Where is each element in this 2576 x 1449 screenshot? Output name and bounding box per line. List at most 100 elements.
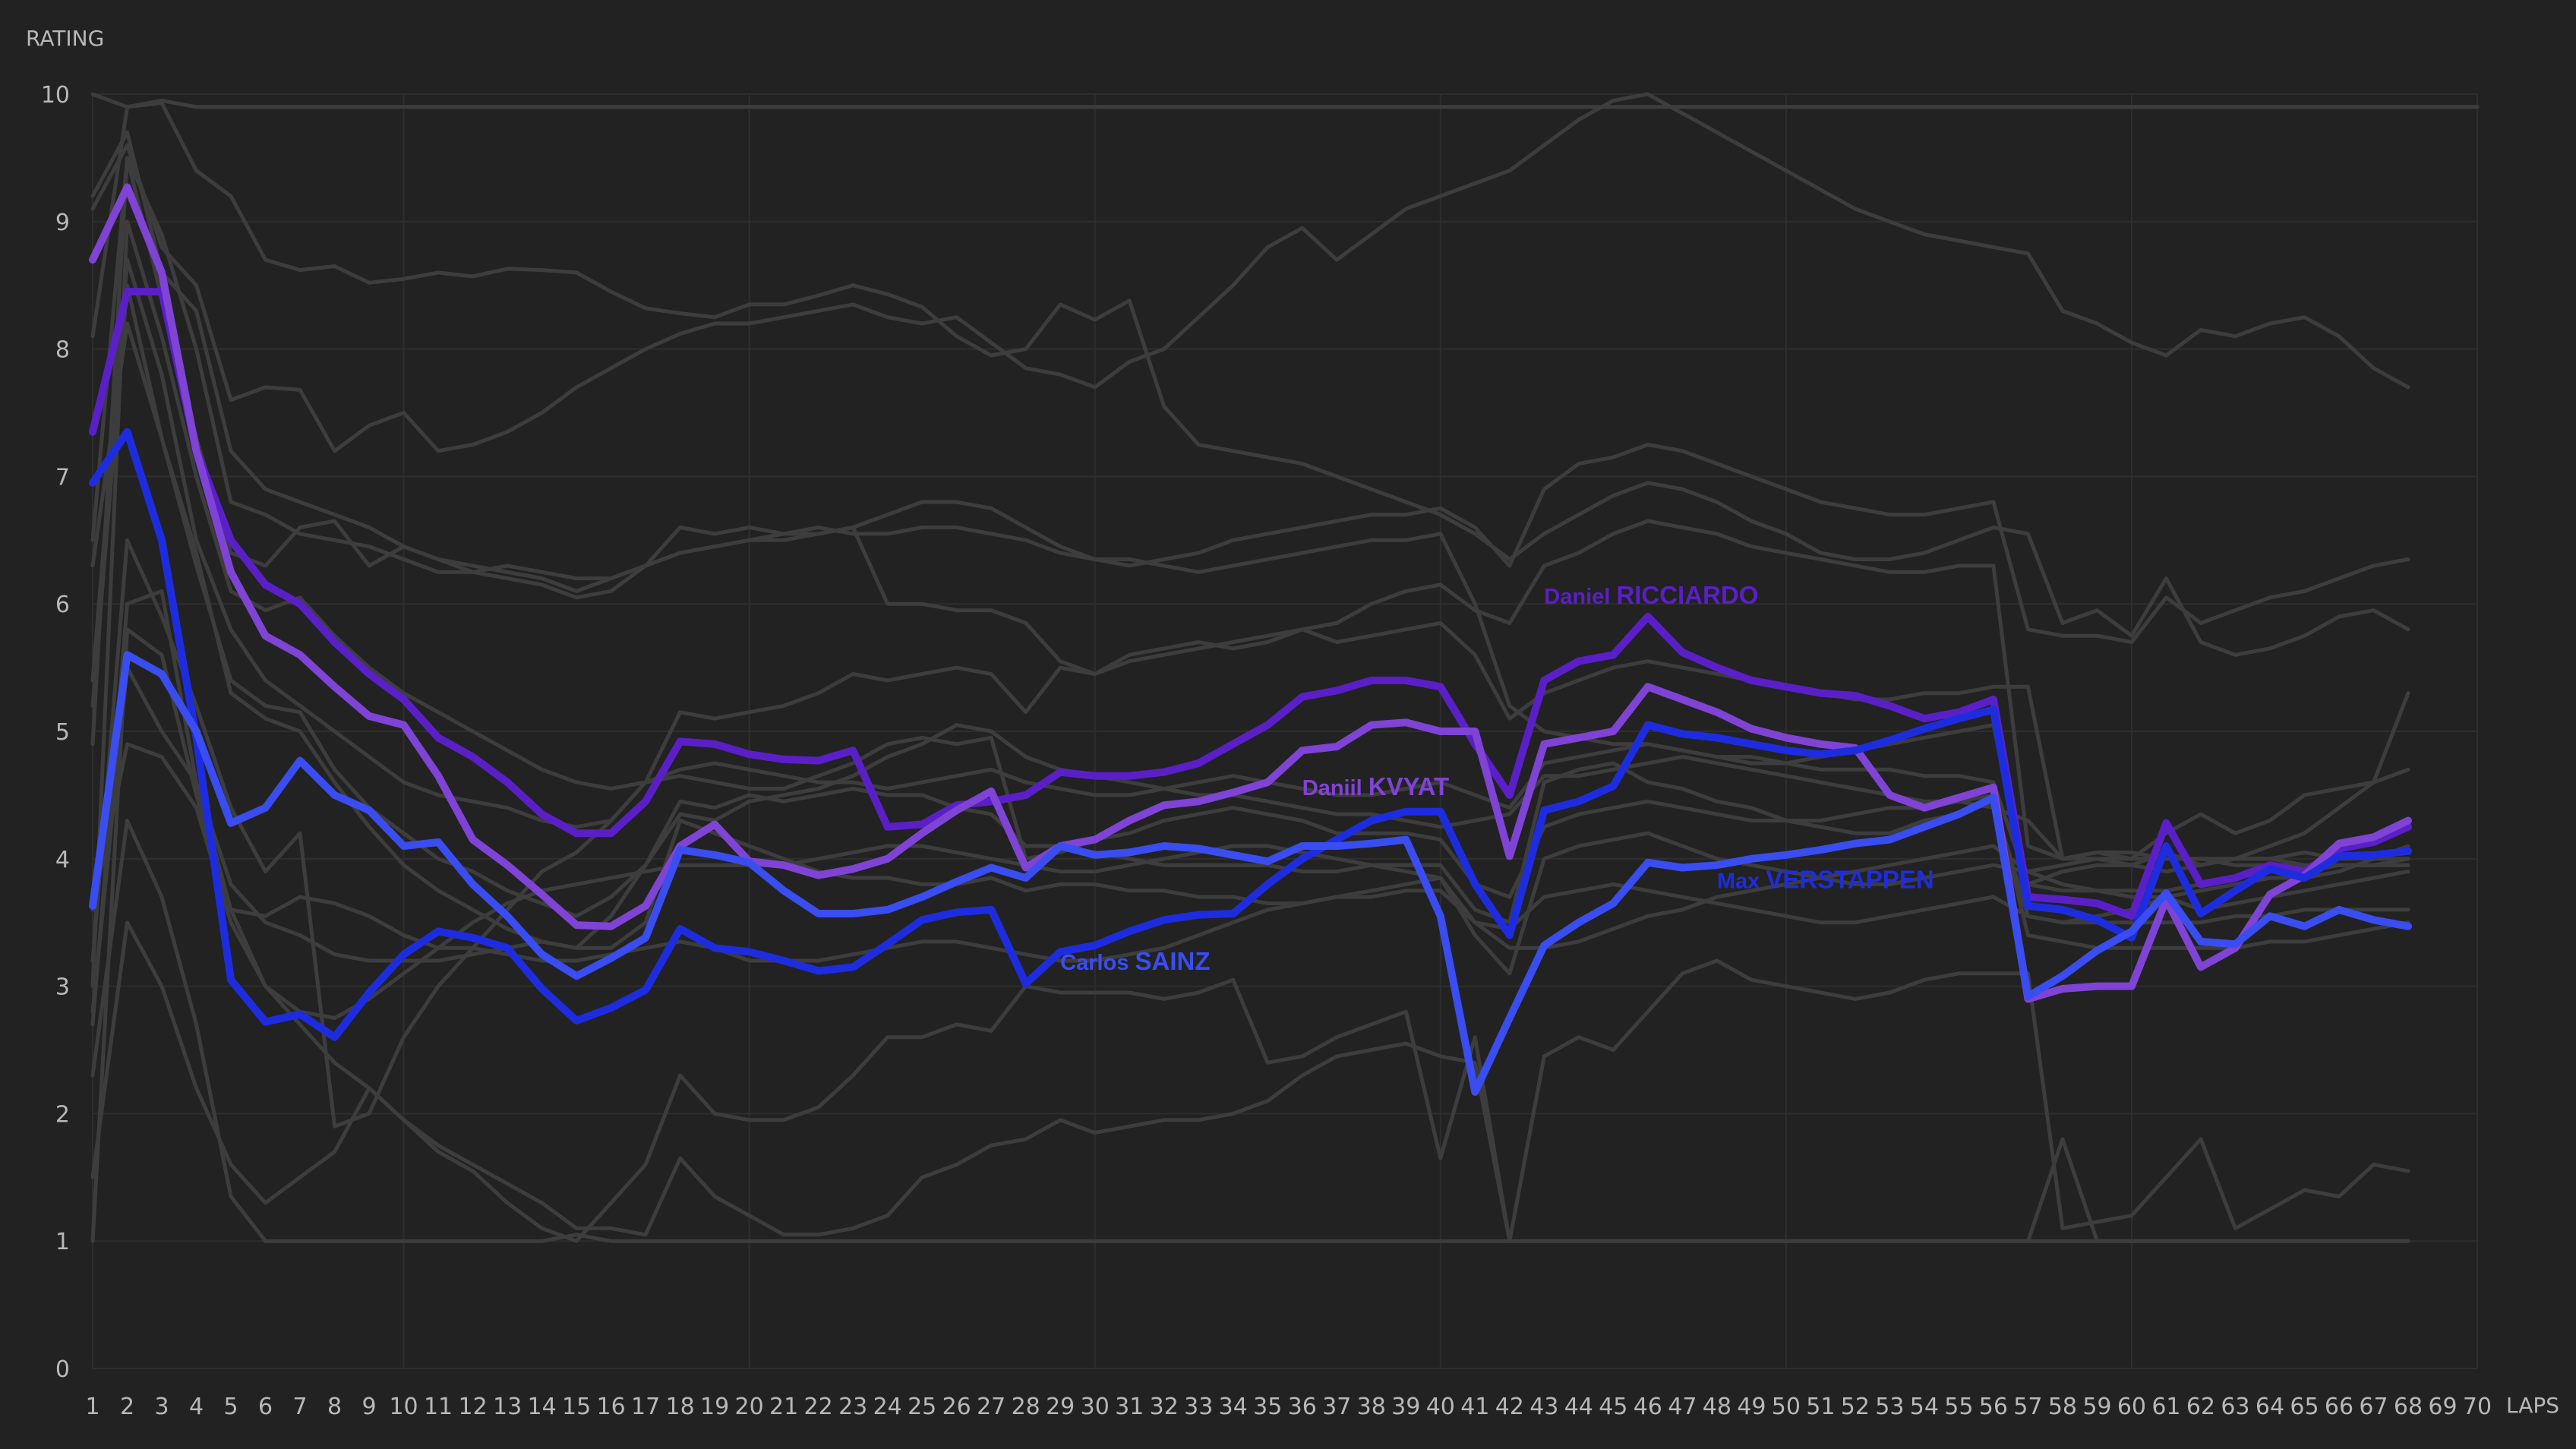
x-tick-label: 6 <box>258 1394 273 1420</box>
x-tick-label: 14 <box>528 1394 557 1420</box>
x-tick-label: 12 <box>458 1394 487 1420</box>
driver-first-name: Max <box>1717 869 1766 893</box>
y-tick-label: 6 <box>55 592 70 618</box>
x-tick-label: 32 <box>1150 1394 1179 1420</box>
x-tick-label: 59 <box>2082 1394 2111 1420</box>
x-tick-label: 35 <box>1253 1394 1282 1420</box>
x-tick-label: 28 <box>1012 1394 1040 1420</box>
x-tick-label: 46 <box>1634 1394 1662 1420</box>
x-tick-label: 62 <box>2186 1394 2215 1420</box>
chart-grid <box>92 93 2478 1369</box>
other-driver-line <box>90 321 2410 918</box>
driver-line-verstappen <box>89 428 2412 1041</box>
y-tick-label: 7 <box>55 464 70 491</box>
other-driver-line <box>90 101 2410 657</box>
x-tick-label: 45 <box>1599 1394 1627 1420</box>
other-driver-lines <box>90 92 2480 1243</box>
x-tick-label: 2 <box>120 1394 134 1420</box>
driver-label-sainz: Carlos SAINZ <box>1060 947 1210 975</box>
x-tick-label: 26 <box>942 1394 971 1420</box>
y-tick-label: 4 <box>55 847 70 873</box>
x-tick-label: 60 <box>2117 1394 2146 1420</box>
x-tick-label: 19 <box>700 1394 729 1420</box>
y-tick-label: 8 <box>55 337 70 364</box>
driver-last-name: VERSTAPPEN <box>1766 865 1934 893</box>
y-tick-label: 1 <box>55 1229 70 1255</box>
driver-last-name: RICCIARDO <box>1616 581 1758 609</box>
driver-first-name: Carlos <box>1060 951 1135 975</box>
other-driver-line <box>90 920 2410 1243</box>
x-tick-label: 22 <box>804 1394 833 1420</box>
x-tick-label: 70 <box>2463 1394 2492 1420</box>
driver-first-name: Daniel <box>1544 585 1616 609</box>
x-tick-label: 29 <box>1046 1394 1075 1420</box>
x-tick-label: 54 <box>1910 1394 1939 1420</box>
x-tick-label: 41 <box>1460 1394 1489 1420</box>
x-tick-label: 11 <box>424 1394 453 1420</box>
other-driver-line <box>90 156 2410 867</box>
x-tick-label: 1 <box>85 1394 99 1420</box>
driver-label-ricciardo: Daniel RICCIARDO <box>1544 581 1758 609</box>
x-tick-label: 21 <box>769 1394 798 1420</box>
other-driver-line <box>90 130 2410 644</box>
x-tick-label: 53 <box>1875 1394 1904 1420</box>
x-tick-label: 3 <box>154 1394 169 1420</box>
x-tick-label: 39 <box>1391 1394 1420 1420</box>
x-tick-label: 49 <box>1737 1394 1766 1420</box>
x-tick-label: 42 <box>1495 1394 1524 1420</box>
driver-last-name: SAINZ <box>1135 947 1211 975</box>
x-tick-label: 61 <box>2151 1394 2180 1420</box>
x-tick-label: 27 <box>977 1394 1005 1420</box>
x-axis-ticks: 1 2 3 4 5 6 7 8 9 10 11 12 13 14 15 16 17 18 19 20 21 22 23 24 2… <box>85 1394 2492 1420</box>
y-tick-label: 0 <box>55 1356 70 1383</box>
x-tick-label: 65 <box>2290 1394 2319 1420</box>
x-tick-label: 17 <box>631 1394 660 1420</box>
x-axis-title: LAPS <box>2506 1393 2559 1418</box>
x-tick-label: 47 <box>1668 1394 1697 1420</box>
y-tick-label: 2 <box>55 1101 70 1128</box>
x-tick-label: 7 <box>292 1394 307 1420</box>
other-driver-line <box>90 257 2410 861</box>
x-tick-label: 40 <box>1426 1394 1455 1420</box>
y-tick-label: 5 <box>55 719 70 746</box>
highlighted-driver-labels: Daniel RICCIARDO Daniil KVYAT Max VERSTAPP… <box>1060 581 1934 975</box>
driver-first-name: Daniil <box>1302 776 1368 800</box>
x-tick-label: 56 <box>1979 1394 2008 1420</box>
x-tick-label: 36 <box>1288 1394 1317 1420</box>
x-tick-label: 4 <box>189 1394 204 1420</box>
x-tick-label: 48 <box>1703 1394 1732 1420</box>
x-tick-label: 68 <box>2394 1394 2423 1420</box>
y-tick-label: 10 <box>41 82 70 109</box>
x-tick-label: 52 <box>1841 1394 1870 1420</box>
x-tick-label: 50 <box>1772 1394 1801 1420</box>
other-driver-line <box>90 538 2410 1129</box>
y-axis-ticks: 0 1 2 3 4 5 6 7 8 9 10 <box>41 82 70 1383</box>
other-driver-line <box>90 92 2410 453</box>
other-driver-line <box>90 92 2480 109</box>
driver-line-sainz <box>89 651 2412 1096</box>
x-tick-label: 20 <box>735 1394 764 1420</box>
x-tick-label: 25 <box>908 1394 936 1420</box>
y-tick-label: 9 <box>55 210 70 236</box>
driver-last-name: KVYAT <box>1368 772 1449 800</box>
x-tick-label: 55 <box>1944 1394 1973 1420</box>
x-tick-label: 63 <box>2221 1394 2249 1420</box>
x-tick-label: 33 <box>1184 1394 1213 1420</box>
x-tick-label: 69 <box>2428 1394 2457 1420</box>
x-tick-label: 18 <box>666 1394 695 1420</box>
x-tick-label: 13 <box>493 1394 522 1420</box>
y-axis-title: RATING <box>26 26 104 51</box>
x-tick-label: 66 <box>2325 1394 2353 1420</box>
x-tick-label: 30 <box>1081 1394 1110 1420</box>
x-tick-label: 57 <box>2013 1394 2042 1420</box>
x-tick-label: 37 <box>1322 1394 1351 1420</box>
x-tick-label: 23 <box>838 1394 867 1420</box>
x-tick-label: 31 <box>1115 1394 1144 1420</box>
x-tick-label: 9 <box>362 1394 377 1420</box>
x-tick-label: 64 <box>2256 1394 2284 1420</box>
x-tick-label: 51 <box>1806 1394 1835 1420</box>
other-driver-line <box>90 283 2410 950</box>
x-tick-label: 44 <box>1564 1394 1593 1420</box>
x-tick-label: 10 <box>389 1394 418 1420</box>
